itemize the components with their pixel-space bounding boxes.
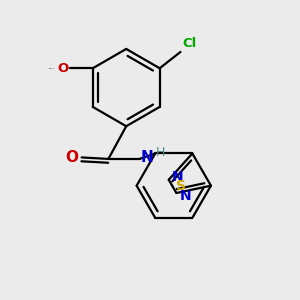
Text: Cl: Cl — [182, 38, 196, 50]
Text: N: N — [141, 150, 154, 165]
Text: H: H — [156, 146, 165, 159]
Text: O: O — [65, 150, 78, 165]
Text: N: N — [179, 189, 191, 203]
Text: N: N — [172, 170, 183, 184]
Text: methoxy: methoxy — [49, 68, 55, 69]
Text: O: O — [58, 62, 69, 75]
Text: S: S — [176, 179, 185, 194]
